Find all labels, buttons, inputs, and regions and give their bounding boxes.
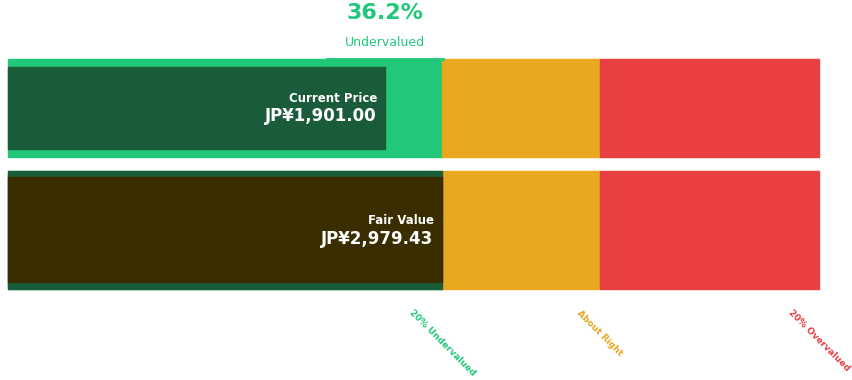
Bar bbox=[9, 171, 441, 288]
Bar bbox=[441, 171, 599, 288]
Bar bbox=[9, 171, 441, 288]
Bar bbox=[441, 59, 599, 157]
Bar bbox=[9, 59, 441, 157]
Text: JP¥2,979.43: JP¥2,979.43 bbox=[321, 230, 433, 248]
Bar bbox=[9, 177, 441, 282]
Text: Fair Value: Fair Value bbox=[367, 214, 433, 227]
Bar bbox=[599, 171, 818, 288]
Bar bbox=[9, 67, 385, 149]
Text: 20% Undervalued: 20% Undervalued bbox=[406, 308, 476, 378]
Text: Current Price: Current Price bbox=[288, 92, 377, 105]
Text: About Right: About Right bbox=[574, 308, 624, 358]
Text: Undervalued: Undervalued bbox=[344, 36, 424, 49]
Text: 36.2%: 36.2% bbox=[346, 3, 423, 23]
Bar bbox=[599, 59, 818, 157]
Text: 20% Overvalued: 20% Overvalued bbox=[786, 308, 850, 373]
Text: JP¥1,901.00: JP¥1,901.00 bbox=[265, 108, 377, 125]
